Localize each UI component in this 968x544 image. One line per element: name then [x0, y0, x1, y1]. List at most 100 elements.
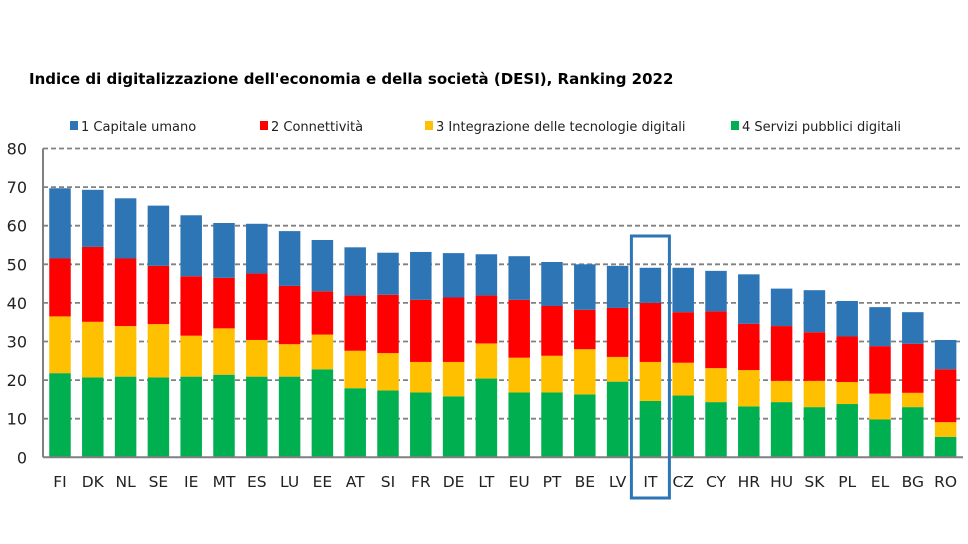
bar-segment — [934, 339, 957, 370]
bar-segment — [934, 369, 957, 423]
bar-segment — [49, 188, 71, 259]
bar-segment — [377, 294, 399, 354]
legend-item: 3 Integrazione delle tecnologie digitali — [425, 120, 686, 135]
bar-segment — [114, 198, 137, 259]
bar-stack-ee — [311, 239, 334, 458]
bar-segment — [278, 344, 301, 377]
bar-segment — [574, 264, 596, 310]
bar-stack-hr — [738, 274, 760, 458]
x-tick-label: EU — [509, 473, 530, 491]
bar-segment — [836, 300, 858, 337]
bar-stack-lt — [475, 254, 498, 458]
bar-stack-it — [639, 267, 662, 458]
bar-stack-fr — [410, 251, 432, 458]
bar-segment — [82, 189, 104, 247]
bar-segment — [344, 295, 366, 351]
bar-segment — [869, 307, 891, 347]
x-tick-label: PT — [543, 473, 562, 491]
bar-segment — [934, 422, 957, 437]
bar-stack-eu — [508, 256, 530, 458]
bar-segment — [442, 361, 465, 397]
bar-segment — [442, 297, 465, 362]
bar-segment — [606, 307, 629, 357]
x-tick-label: BG — [902, 473, 924, 491]
bar-segment — [213, 328, 235, 375]
bar-segment — [311, 291, 334, 335]
bar-stack-el — [869, 307, 891, 458]
y-tick-label: 0 — [17, 448, 27, 467]
bar-segment — [672, 267, 694, 313]
bar-segment — [344, 350, 366, 389]
bar-segment — [114, 326, 137, 377]
x-tick-label: LT — [478, 473, 495, 491]
bar-segment — [770, 380, 793, 403]
y-tick-label: 20 — [7, 371, 27, 390]
bar-segment — [541, 261, 563, 306]
bar-segment — [770, 402, 793, 458]
y-tick-label: 60 — [7, 217, 27, 236]
x-tick-label: AT — [346, 473, 365, 491]
bar-segment — [902, 392, 924, 408]
bar-segment — [114, 376, 137, 458]
bar-segment — [738, 406, 760, 458]
x-tick-label: HR — [738, 473, 761, 491]
x-tick-label: PL — [838, 473, 856, 491]
legend-swatch — [70, 121, 78, 130]
bar-stack-pl — [836, 300, 858, 458]
bar-segment — [410, 392, 432, 458]
bar-stack-nl — [114, 198, 137, 458]
bar-segment — [246, 273, 268, 340]
bar-segment — [574, 309, 596, 350]
bar-segment — [213, 277, 235, 329]
bar-stack-hu — [770, 288, 793, 458]
x-tick-label: SI — [381, 473, 395, 491]
bar-stack-be — [574, 264, 596, 458]
bar-segment — [180, 276, 202, 336]
bar-segment — [278, 376, 301, 458]
y-tick-label: 10 — [7, 410, 27, 429]
bar-segment — [180, 335, 202, 377]
chart-title: Indice di digitalizzazione dell'economia… — [29, 70, 673, 88]
bar-segment — [606, 356, 629, 382]
bar-segment — [49, 316, 71, 374]
bar-segment — [836, 404, 858, 458]
x-tick-label: HU — [770, 473, 793, 491]
bar-segment — [803, 332, 826, 381]
bar-segment — [869, 393, 891, 420]
bar-stack-es — [246, 223, 268, 458]
legend-label: 2 Connettività — [271, 120, 363, 135]
bar-segment — [213, 222, 235, 278]
bar-stack-bg — [902, 312, 924, 458]
bar-segment — [180, 215, 202, 277]
y-tick-label: 40 — [7, 294, 27, 313]
x-tick-label: LV — [609, 473, 627, 491]
bar-segment — [672, 395, 694, 458]
bar-segment — [475, 295, 498, 344]
bar-segment — [606, 381, 629, 458]
x-tick-label: RO — [934, 473, 957, 491]
x-tick-label: ES — [247, 473, 267, 491]
bar-segment — [770, 288, 793, 327]
bar-stack-se — [147, 205, 170, 458]
x-tick-label: DK — [82, 473, 105, 491]
legend-label: 4 Servizi pubblici digitali — [742, 120, 901, 135]
bar-segment — [541, 392, 563, 458]
legend-label: 3 Integrazione delle tecnologie digitali — [436, 120, 686, 135]
bar-segment — [246, 376, 268, 458]
highlight-box-it — [629, 234, 671, 500]
bar-segment — [902, 343, 924, 393]
legend-item: 2 Connettività — [260, 120, 363, 135]
bar-stack-si — [377, 252, 399, 458]
bar-segment — [410, 251, 432, 300]
bar-stack-mt — [213, 222, 235, 458]
bars — [49, 188, 957, 458]
bar-stack-dk — [82, 189, 104, 458]
bar-segment — [639, 361, 662, 401]
bar-segment — [672, 362, 694, 396]
bar-stack-fi — [49, 188, 71, 458]
bar-segment — [836, 382, 858, 405]
x-tick-label: SK — [804, 473, 825, 491]
bar-stack-sk — [803, 290, 826, 458]
bar-segment — [49, 258, 71, 317]
bar-segment — [311, 239, 334, 292]
